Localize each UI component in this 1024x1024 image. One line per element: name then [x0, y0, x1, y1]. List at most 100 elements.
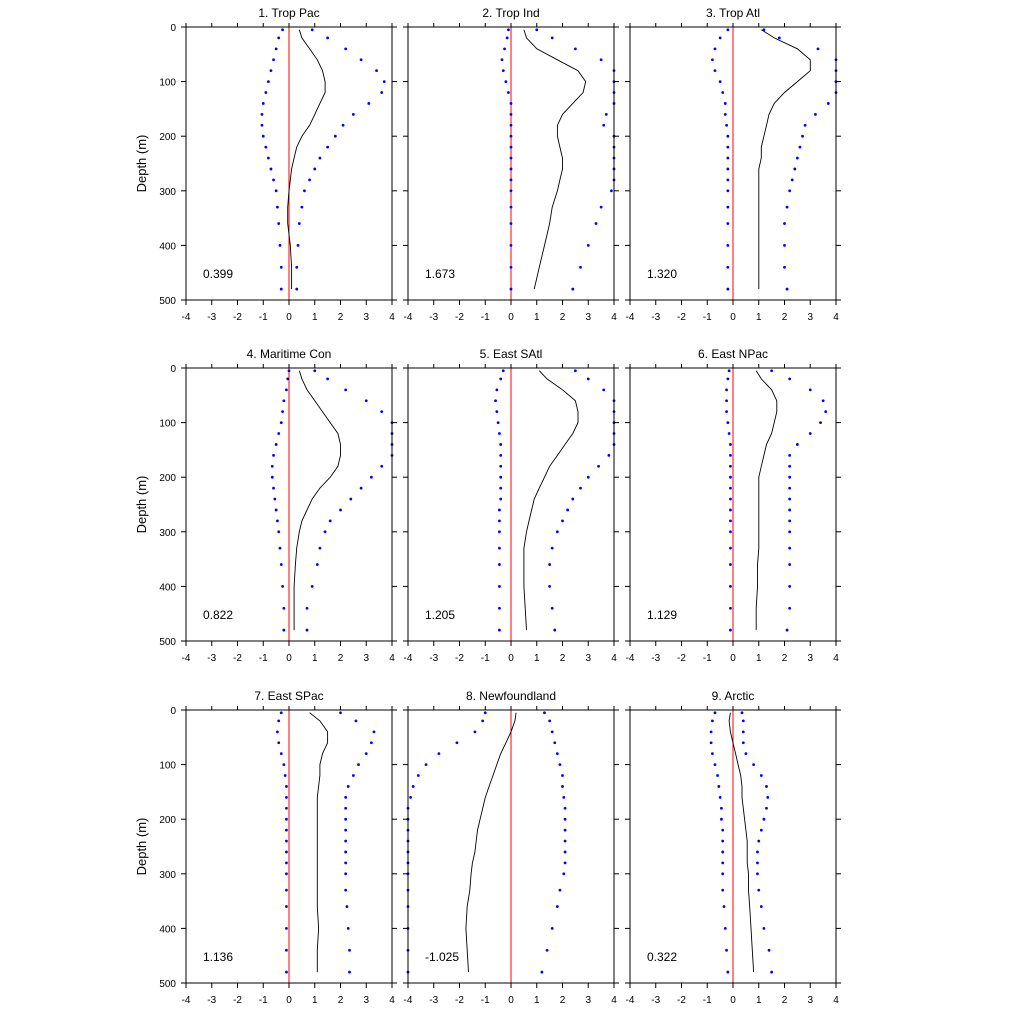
lower-bound-point — [499, 486, 503, 490]
lower-bound-point — [726, 421, 730, 424]
upper-bound-point — [795, 156, 799, 160]
upper-bound-point — [303, 189, 306, 193]
upper-bound-point — [318, 156, 322, 160]
lower-bound-point — [279, 563, 283, 566]
panel-annotation-value: 0.399 — [203, 267, 233, 281]
upper-bound-point — [790, 178, 794, 182]
upper-bound-point — [348, 970, 351, 974]
lower-bound-point — [264, 91, 268, 94]
lower-bound-point — [499, 475, 503, 479]
upper-bound-point — [757, 888, 761, 892]
lower-bound-point — [281, 585, 284, 588]
lower-bound-point — [260, 112, 264, 116]
panel-annotation-value: 0.322 — [647, 950, 677, 964]
upper-bound-point — [788, 546, 792, 550]
panel-title: 7. East SPac — [254, 689, 323, 703]
lower-bound-point — [274, 508, 278, 512]
upper-bound-point — [344, 47, 348, 51]
upper-bound-point — [783, 265, 786, 269]
x-tick-label: 2 — [782, 312, 788, 323]
mean-profile-line — [309, 712, 329, 973]
lower-bound-point — [509, 112, 513, 116]
lower-bound-point — [509, 156, 513, 160]
lower-bound-point — [718, 80, 722, 83]
lower-bound-point — [713, 711, 717, 715]
panel-9: 9. Arctic -4 -3 -2 -1 0 1 2 3 4 0.322 — [625, 689, 841, 1006]
upper-bound-point — [380, 410, 384, 414]
y-tick-label: 500 — [159, 296, 176, 307]
lower-bound-point — [729, 563, 732, 566]
lower-bound-point — [509, 178, 513, 182]
upper-bound-point — [599, 58, 603, 62]
upper-bound-point — [756, 861, 759, 865]
lower-bound-point — [729, 453, 732, 457]
upper-bound-point — [757, 839, 761, 843]
panel-annotation-value: 1.129 — [647, 608, 677, 622]
upper-bound-point — [553, 741, 557, 745]
upper-bound-point — [380, 91, 384, 94]
x-tick-label: 3 — [363, 312, 369, 323]
panel-1: 1. Trop Pac -4 -3 -2 -1 0 1 2 3 4 0 100 200 300 400 500… — [134, 6, 397, 323]
upper-bound-point — [579, 265, 582, 269]
lower-bound-point — [721, 91, 725, 94]
upper-bound-point — [344, 795, 348, 799]
upper-bound-point — [788, 475, 792, 479]
lower-bound-point — [725, 399, 728, 403]
lower-bound-point — [264, 145, 268, 149]
lower-bound-point — [277, 432, 281, 435]
x-tick-label: -2 — [455, 653, 464, 664]
x-tick-label: -4 — [404, 653, 413, 664]
y-tick-label: 500 — [159, 637, 176, 648]
x-tick-label: 4 — [611, 995, 617, 1006]
upper-bound-point — [357, 763, 360, 766]
x-tick-label: -3 — [207, 995, 216, 1006]
y-axis-label: Depth (m) — [134, 818, 149, 876]
lower-bound-point — [498, 519, 501, 523]
lower-bound-point — [721, 861, 725, 865]
x-tick-label: -3 — [429, 995, 438, 1006]
lower-bound-point — [727, 369, 731, 373]
x-tick-label: 4 — [389, 312, 395, 323]
lower-bound-point — [281, 410, 284, 414]
upper-bound-point — [380, 464, 384, 468]
y-tick-label: 100 — [159, 78, 176, 89]
lower-bound-point — [481, 719, 485, 723]
lower-bound-point — [498, 606, 501, 610]
x-tick-label: 1 — [534, 653, 540, 664]
x-tick-label: -4 — [626, 995, 635, 1006]
upper-bound-point — [579, 486, 582, 490]
upper-bound-point — [788, 606, 792, 610]
lower-bound-point — [729, 628, 732, 632]
upper-bound-point — [607, 453, 611, 457]
lower-bound-point — [274, 47, 278, 51]
upper-bound-point — [562, 795, 566, 799]
upper-bound-point — [550, 606, 554, 610]
lower-bound-point — [509, 222, 513, 225]
upper-bound-point — [344, 872, 348, 876]
upper-bound-point — [375, 69, 378, 73]
mean-profile-line — [465, 712, 517, 973]
upper-bound-point — [586, 377, 590, 381]
panel-4: 4. Maritime Con -4 -3 -2 -1 0 1 2 3 4 0 100 200 300 40… — [134, 347, 397, 664]
lower-bound-point — [720, 817, 723, 821]
x-tick-label: -1 — [259, 653, 268, 664]
lower-bound-point — [729, 475, 732, 479]
lower-bound-point — [273, 497, 277, 501]
upper-bound-point — [788, 377, 792, 381]
x-tick-label: -1 — [259, 995, 268, 1006]
panel-annotation-value: 1.205 — [425, 608, 455, 622]
lower-bound-point — [272, 453, 275, 457]
lower-bound-point — [711, 58, 714, 62]
lower-bound-point — [729, 519, 732, 523]
lower-bound-point — [409, 795, 412, 799]
lower-bound-point — [281, 28, 284, 32]
lower-bound-point — [277, 222, 281, 225]
y-tick-label: 100 — [159, 761, 176, 772]
x-tick-label: 4 — [389, 653, 395, 664]
lower-bound-point — [713, 763, 717, 766]
lower-bound-point — [718, 795, 722, 799]
upper-bound-point — [326, 145, 330, 149]
y-tick-label: 100 — [159, 419, 176, 430]
upper-bound-point — [346, 927, 350, 930]
upper-bound-point — [759, 774, 763, 777]
